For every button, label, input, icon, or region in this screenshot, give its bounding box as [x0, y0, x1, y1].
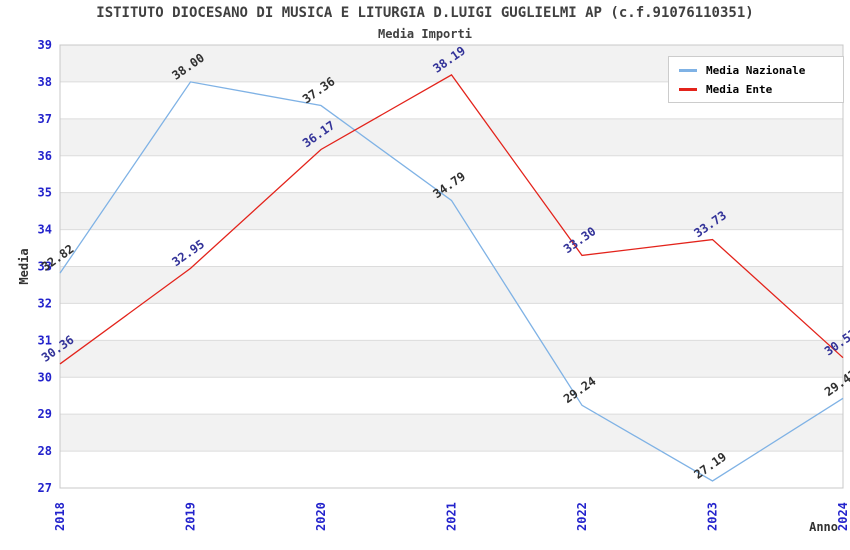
- chart-title: ISTITUTO DIOCESANO DI MUSICA E LITURGIA …: [96, 5, 754, 21]
- plot-band: [60, 155, 843, 193]
- y-tick-label: 27: [38, 481, 52, 495]
- x-tick-label: 2023: [706, 502, 720, 531]
- legend: Media Nazionale Media Ente: [668, 56, 844, 103]
- legend-line-swatch-ente: [679, 87, 697, 91]
- y-tick-label: 35: [38, 186, 52, 200]
- plot-band: [60, 340, 843, 378]
- plot-band: [60, 229, 843, 267]
- y-tick-label: 39: [38, 38, 52, 52]
- x-tick-label: 2021: [445, 502, 459, 531]
- x-axis-title: Anno: [809, 520, 838, 534]
- y-tick-label: 33: [38, 260, 52, 274]
- legend-line-swatch-nazionale: [679, 68, 697, 72]
- plot-band: [60, 451, 843, 488]
- plot-band: [60, 192, 843, 230]
- legend-entry-nazionale: Media Nazionale: [679, 64, 843, 77]
- y-tick-label: 31: [38, 333, 52, 347]
- x-tick-label: 2022: [575, 502, 589, 531]
- x-tick-label: 2020: [314, 502, 328, 531]
- legend-entry-ente: Media Ente: [679, 83, 843, 96]
- y-tick-label: 30: [38, 370, 52, 384]
- series-line-media-nazionale: [59, 81, 844, 482]
- series-line-media-ente: [59, 74, 844, 365]
- chart-subtitle: Media Importi: [378, 27, 472, 41]
- legend-label: Media Nazionale: [706, 63, 806, 77]
- y-tick-label: 34: [38, 223, 52, 237]
- plot-band: [60, 414, 843, 452]
- x-tick-label: 2018: [53, 502, 67, 531]
- y-axis-title: Media: [17, 248, 31, 284]
- plot-band: [60, 118, 843, 156]
- legend-label: Media Ente: [706, 82, 773, 96]
- plot-border: [59, 44, 844, 489]
- x-tick-label: 2019: [184, 502, 198, 531]
- plot-band: [60, 303, 843, 341]
- y-tick-label: 36: [38, 149, 52, 163]
- plot-band: [60, 266, 843, 304]
- y-tick-label: 29: [38, 407, 52, 421]
- y-tick-label: 28: [38, 444, 52, 458]
- x-tick-label: 2024: [836, 502, 850, 531]
- y-tick-label: 38: [38, 75, 52, 89]
- plot-band: [60, 377, 843, 415]
- y-tick-label: 37: [38, 112, 52, 126]
- y-tick-label: 32: [38, 296, 52, 310]
